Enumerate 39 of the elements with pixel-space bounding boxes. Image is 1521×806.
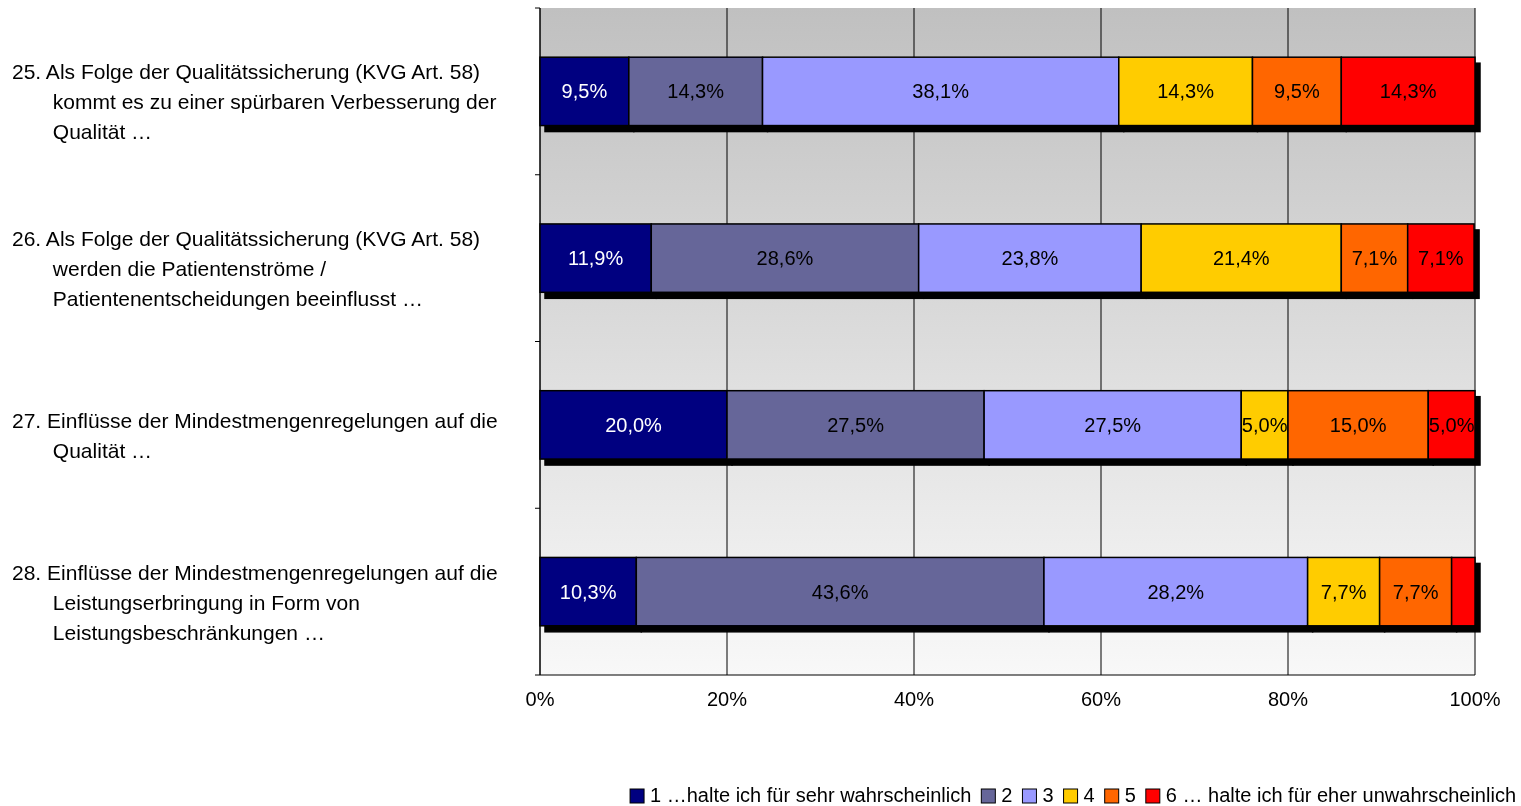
data-label: 15,0%	[1329, 413, 1387, 436]
x-tick-label: 20%	[706, 688, 748, 710]
legend-label: 1 …halte ich für sehr wahrscheinlich	[650, 784, 972, 806]
data-label: 5,0%	[1241, 413, 1288, 436]
x-tick-label: 60%	[1080, 688, 1122, 710]
data-label: 28,2%	[1147, 580, 1205, 603]
data-label: 21,4%	[1212, 247, 1270, 270]
legend-label: 3	[1042, 784, 1054, 806]
data-label: 27,5%	[1084, 413, 1142, 436]
x-tick-label: 0%	[525, 688, 555, 710]
legend-label: 4	[1083, 784, 1095, 806]
y-tick-label: 27. Einflüsse der Mindestmengenregelungen auf die Qualität …	[12, 408, 498, 462]
y-tick-label: 28. Einflüsse der Mindestmengenregelungen auf die Leistungserbringung in Form von Leistungsbeschränkungen …	[12, 560, 498, 644]
data-label: 7,1%	[1418, 247, 1464, 270]
data-label: 20,0%	[605, 413, 663, 436]
data-label: 5,0%	[1428, 413, 1475, 436]
legend-label: 2	[1001, 784, 1013, 806]
data-label: 38,1%	[912, 80, 970, 103]
data-label: 14,3%	[667, 80, 725, 103]
data-label: 43,6%	[811, 580, 869, 603]
data-label: 11,9%	[568, 247, 624, 270]
x-tick-label: 100%	[1449, 688, 1501, 710]
data-label: 14,3%	[1157, 80, 1215, 103]
data-label: 28,6%	[756, 247, 814, 270]
data-label: 9,5%	[1274, 80, 1320, 103]
data-label: 14,3%	[1379, 80, 1437, 103]
data-label: 23,8%	[1001, 247, 1059, 270]
legend-label: 5	[1124, 784, 1136, 806]
data-label: 7,7%	[1392, 580, 1439, 603]
y-tick-label: 25. Als Folge der Qualitätssicherung (KVG Art. 58) kommt es zu einer spürbaren Verbesserung der Qualität …	[12, 59, 497, 143]
data-label: 7,7%	[1320, 580, 1367, 603]
data-label: 27,5%	[827, 413, 885, 436]
x-tick-label: 40%	[893, 688, 935, 710]
legend-label: 6 … halte ich für eher unwahrscheinlich	[1165, 784, 1516, 806]
x-tick-label: 80%	[1267, 688, 1309, 710]
data-label: 9,5%	[561, 80, 608, 103]
data-label: 10,3%	[559, 580, 617, 603]
data-label: 7,1%	[1351, 247, 1398, 270]
y-tick-label: 26. Als Folge der Qualitätssicherung (KVG Art. 58) werden die Patientenströme / Patientenentscheidungen beeinflusst …	[12, 226, 481, 310]
